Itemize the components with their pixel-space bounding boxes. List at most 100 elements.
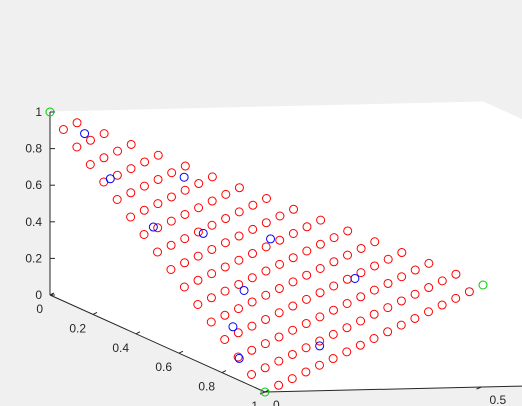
blue-sample-point <box>105 174 115 184</box>
blue-sample-point <box>350 273 360 283</box>
red-lattice-point <box>329 233 339 243</box>
red-lattice-point <box>383 278 393 288</box>
red-lattice-point <box>288 229 298 238</box>
red-lattice-point <box>261 266 271 276</box>
red-lattice-point <box>126 212 136 222</box>
red-lattice-point <box>220 335 230 344</box>
red-lattice-point <box>113 146 123 156</box>
blue-sample-point <box>234 353 244 363</box>
z-tick-label: 0.2 <box>25 251 42 265</box>
red-lattice-point <box>193 275 203 285</box>
red-lattice-point <box>166 240 176 250</box>
axes-box <box>49 101 522 392</box>
red-lattice-point <box>275 259 285 269</box>
red-lattice-point <box>206 317 216 327</box>
x-tick-mark <box>92 311 98 315</box>
red-lattice-point <box>126 164 136 174</box>
red-lattice-point <box>315 336 325 346</box>
z-tick-label: 0.4 <box>25 215 42 229</box>
x-tick-mark <box>49 292 55 296</box>
red-lattice-point <box>287 349 297 359</box>
y-tick-label: 0.5 <box>490 393 507 406</box>
blue-sample-point <box>198 228 208 238</box>
red-lattice-point <box>355 340 365 350</box>
red-lattice-point <box>383 327 393 337</box>
red-lattice-point <box>234 183 244 193</box>
red-lattice-point <box>274 308 284 318</box>
red-lattice-point <box>315 288 325 298</box>
red-lattice-point <box>261 314 271 324</box>
red-lattice-point <box>383 303 393 313</box>
x-tick-label: 0.2 <box>69 321 86 335</box>
x-tick-label: 0 <box>36 302 43 316</box>
green-vertex-point <box>45 107 55 117</box>
red-lattice-point <box>247 273 257 283</box>
red-lattice-point <box>329 257 339 267</box>
red-lattice-point <box>260 363 270 373</box>
red-lattice-point <box>369 309 379 319</box>
red-lattice-point <box>207 196 217 206</box>
z-tick-label: 1 <box>35 105 42 119</box>
red-lattice-point <box>369 285 379 295</box>
red-lattice-point <box>180 161 190 171</box>
red-lattice-point <box>261 290 271 300</box>
red-lattice-point <box>85 160 95 169</box>
z-tick-label: 0 <box>35 288 42 302</box>
red-lattice-point <box>207 269 217 279</box>
red-lattice-point <box>86 135 95 145</box>
red-lattice-point <box>315 360 324 370</box>
red-lattice-point <box>166 216 176 226</box>
red-lattice-point <box>234 279 244 289</box>
blue-sample-point <box>148 222 158 232</box>
red-lattice-point <box>207 220 217 230</box>
red-lattice-point <box>221 214 231 224</box>
red-lattice-point <box>221 189 231 199</box>
red-lattice-point <box>302 246 312 256</box>
red-lattice-point <box>301 294 311 304</box>
red-lattice-point <box>315 239 325 249</box>
red-lattice-point <box>260 339 270 349</box>
red-lattice-point <box>193 227 203 237</box>
red-lattice-point <box>112 170 122 180</box>
red-lattice-point <box>288 301 298 311</box>
box-edge <box>482 101 522 121</box>
green-vertex-point <box>478 280 488 290</box>
red-lattice-point <box>424 258 434 268</box>
red-lattice-point <box>397 248 407 258</box>
red-lattice-point <box>180 209 190 219</box>
red-lattice-point <box>437 300 447 310</box>
red-lattice-point <box>234 231 244 241</box>
red-lattice-point <box>301 319 311 329</box>
red-lattice-point <box>464 287 474 297</box>
red-lattice-point <box>275 211 285 221</box>
red-lattice-point <box>315 264 325 273</box>
red-lattice-point <box>383 254 393 264</box>
red-lattice-point <box>262 194 271 203</box>
red-lattice-point <box>370 237 380 247</box>
x-axis-line <box>49 294 266 393</box>
red-lattice-point <box>139 230 149 239</box>
red-lattice-point <box>301 343 311 353</box>
red-lattice-point <box>58 125 68 134</box>
x-tick-label: 0.4 <box>112 341 129 355</box>
red-lattice-point <box>287 374 297 384</box>
red-lattice-point <box>356 292 366 302</box>
blue-sample-point <box>80 129 90 139</box>
red-lattice-point <box>437 276 447 286</box>
red-lattice-point <box>248 200 258 210</box>
red-lattice-point <box>342 347 352 357</box>
box-edge <box>49 101 484 113</box>
red-lattice-point <box>261 242 271 252</box>
red-lattice-point <box>167 168 177 178</box>
red-lattice-point <box>356 316 366 326</box>
red-lattice-point <box>274 356 284 366</box>
red-lattice-point <box>275 235 285 245</box>
red-lattice-point <box>153 247 162 257</box>
axes-lines <box>49 111 522 395</box>
red-lattice-point <box>207 172 217 182</box>
y-tick-mark <box>476 386 482 390</box>
red-lattice-point <box>180 185 190 195</box>
red-lattice-point <box>194 203 204 213</box>
red-lattice-point <box>342 299 352 308</box>
